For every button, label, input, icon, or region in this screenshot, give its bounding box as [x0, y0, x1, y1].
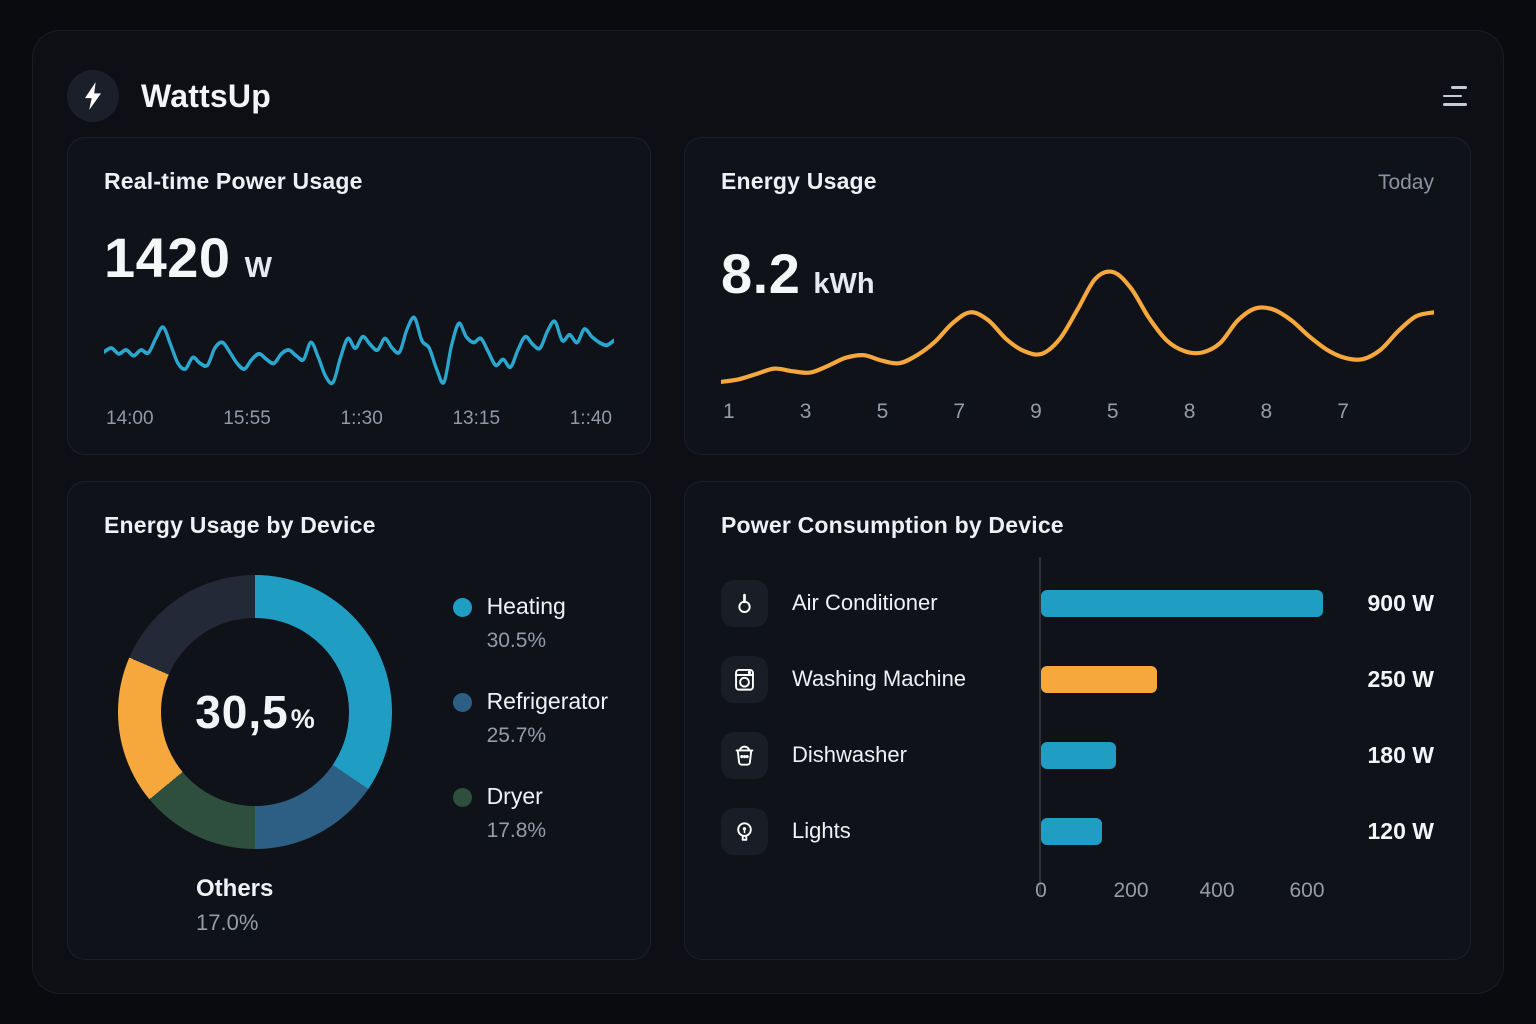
donut-center-value: 30,5	[195, 686, 289, 738]
washing-machine-icon	[735, 668, 754, 691]
legend-dot-icon	[452, 788, 472, 807]
device-watts-value: 900 W	[1367, 589, 1434, 616]
bar-track	[1039, 665, 1330, 693]
legend-item: Refrigerator 25.7%	[452, 688, 608, 748]
realtime-power-card: Real-time Power Usage 1420 W 14:00 15:55 1…	[67, 137, 651, 455]
bars-card-title: Power Consumption by Device	[721, 512, 1064, 538]
bar-track	[1039, 741, 1330, 769]
x-tick-label: 8	[1260, 400, 1273, 423]
bar-chart: Air Conditioner 900 W Washing Machine 250 W…	[721, 557, 1434, 935]
device-watts-value: 180 W	[1367, 741, 1434, 768]
x-tick-label: 400	[1199, 879, 1235, 902]
x-tick-label: 600	[1289, 879, 1325, 902]
energy-line-chart: 8.2 kWh	[721, 195, 1434, 398]
others-value: 17.0%	[196, 910, 259, 935]
realtime-line-chart	[104, 294, 614, 406]
legend-dot-icon	[452, 598, 472, 617]
legend-dot-icon	[452, 693, 472, 712]
bar-row: Lights 120 W	[721, 793, 1434, 869]
x-tick-label: 1::40	[569, 408, 612, 429]
x-tick-label: 0	[1035, 879, 1047, 902]
x-tick-label: 3	[799, 400, 812, 423]
dashboard-frame: WattsUp Real-time Power Usage 1420 W 14:…	[32, 30, 1504, 994]
legend-value: 25.7%	[486, 724, 547, 747]
energy-card-title: Energy Usage	[721, 168, 877, 194]
bar-chart-x-axis: 0 200 400 600	[1035, 879, 1434, 909]
x-tick-label: 1::30	[340, 408, 383, 429]
x-tick-label: 5	[876, 400, 889, 423]
x-tick-label: 7	[1337, 400, 1349, 423]
realtime-x-axis: 14:00 15:55 1::30 13:15 1::40	[104, 406, 614, 430]
period-selector[interactable]: Today	[1377, 171, 1434, 194]
device-label: Lights	[792, 818, 851, 843]
x-tick-label: 13:15	[452, 408, 501, 429]
lightning-bolt-icon	[84, 82, 102, 110]
thermometer-icon-tile	[721, 579, 768, 627]
x-tick-label: 9	[1030, 400, 1042, 423]
donut-legend: Heating 30.5% Refrigerator 25.7% Dryer 17.8%	[452, 575, 608, 936]
power-bars-card: Power Consumption by Device Air Conditio…	[684, 481, 1471, 960]
energy-usage-card: Energy Usage Today 8.2 kWh 1 3 5 7 9 5 8 8 7	[684, 137, 1471, 455]
donut-chart: 30,5 %	[118, 575, 392, 849]
bar-row: Dishwasher 180 W	[721, 717, 1434, 793]
energy-x-axis: 1 3 5 7 9 5 8 8 7	[721, 398, 1351, 430]
thermometer-icon	[738, 593, 751, 613]
device-watts-value: 250 W	[1367, 665, 1434, 692]
realtime-value: 1420	[104, 226, 231, 289]
dishwasher-icon-tile	[721, 731, 768, 779]
x-tick-label: 15:55	[223, 408, 271, 429]
bar-fill	[1040, 665, 1157, 693]
legend-value: 17.8%	[486, 819, 547, 842]
realtime-card-title: Real-time Power Usage	[104, 168, 363, 194]
bar-track	[1039, 589, 1330, 617]
bar-track	[1039, 817, 1330, 845]
legend-label: Dryer	[486, 783, 543, 809]
x-tick-label: 5	[1106, 400, 1119, 423]
lightbulb-icon-tile	[721, 807, 768, 855]
donut-center-unit: %	[290, 704, 315, 734]
legend-item: Heating 30.5%	[452, 593, 608, 653]
others-label: Others	[196, 875, 274, 902]
bar-fill	[1040, 817, 1102, 845]
legend-item: Dryer 17.8%	[452, 783, 608, 843]
legend-value: 30.5%	[486, 629, 547, 652]
donut-card-title: Energy Usage by Device	[104, 512, 376, 538]
bar-row: Air Conditioner 900 W	[721, 565, 1434, 641]
device-label: Air Conditioner	[792, 590, 938, 615]
bar-fill	[1040, 589, 1323, 617]
device-label: Washing Machine	[792, 666, 967, 691]
app-header: WattsUp	[67, 57, 1469, 135]
device-donut-card: Energy Usage by Device 30,5 % Others 17	[67, 481, 651, 960]
x-tick-label: 14:00	[106, 408, 154, 429]
washing-machine-icon-tile	[721, 655, 768, 703]
realtime-unit: W	[244, 252, 272, 284]
x-tick-label: 1	[723, 400, 735, 423]
legend-label: Refrigerator	[486, 688, 608, 714]
device-watts-value: 120 W	[1367, 817, 1434, 844]
app-logo	[67, 70, 119, 122]
bar-chart-axis	[1039, 557, 1041, 895]
legend-label: Heating	[486, 593, 566, 619]
donut-footer-others: Others 17.0%	[196, 875, 392, 936]
page-title: WattsUp	[141, 77, 271, 114]
x-tick-label: 7	[953, 400, 966, 423]
dishwasher-icon	[735, 745, 754, 766]
x-tick-label: 8	[1183, 400, 1196, 423]
bar-fill	[1040, 741, 1117, 769]
energy-value: 8.2	[721, 242, 801, 305]
lightbulb-icon	[737, 821, 752, 841]
bar-row: Washing Machine 250 W	[721, 641, 1434, 717]
menu-icon[interactable]	[1435, 83, 1469, 109]
x-tick-label: 200	[1113, 879, 1149, 902]
energy-unit: kWh	[813, 268, 875, 300]
device-label: Dishwasher	[792, 742, 907, 767]
